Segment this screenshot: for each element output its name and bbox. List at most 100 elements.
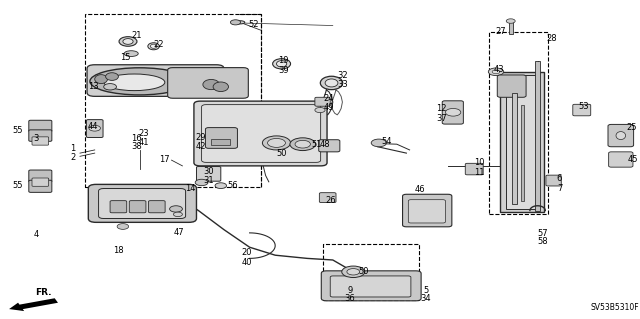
- Text: 48: 48: [320, 140, 331, 149]
- Text: 23: 23: [139, 130, 149, 138]
- FancyBboxPatch shape: [211, 139, 230, 145]
- FancyBboxPatch shape: [315, 97, 330, 106]
- FancyBboxPatch shape: [29, 120, 52, 132]
- Text: 39: 39: [278, 66, 289, 75]
- FancyBboxPatch shape: [129, 201, 146, 213]
- Circle shape: [315, 108, 325, 113]
- Text: 42: 42: [196, 142, 206, 151]
- FancyBboxPatch shape: [403, 194, 452, 227]
- FancyBboxPatch shape: [205, 128, 237, 148]
- Text: 5: 5: [423, 286, 428, 295]
- Text: 22: 22: [154, 40, 164, 49]
- FancyBboxPatch shape: [609, 152, 633, 167]
- Bar: [512, 93, 517, 204]
- FancyBboxPatch shape: [168, 68, 248, 98]
- Ellipse shape: [276, 61, 287, 67]
- FancyBboxPatch shape: [202, 105, 321, 162]
- Text: 41: 41: [139, 138, 149, 147]
- Text: 18: 18: [113, 246, 124, 255]
- FancyBboxPatch shape: [148, 201, 165, 213]
- Text: 11: 11: [474, 168, 484, 177]
- Text: 58: 58: [538, 237, 548, 246]
- Text: 28: 28: [546, 34, 557, 43]
- Text: 53: 53: [578, 102, 589, 111]
- Text: 13: 13: [88, 82, 99, 91]
- Ellipse shape: [203, 79, 220, 90]
- Text: 30: 30: [204, 167, 214, 176]
- Circle shape: [89, 125, 100, 131]
- Ellipse shape: [616, 132, 625, 140]
- FancyBboxPatch shape: [442, 101, 463, 124]
- Text: 2: 2: [70, 153, 76, 162]
- Text: 44: 44: [88, 122, 98, 130]
- FancyArrow shape: [9, 298, 58, 311]
- Ellipse shape: [321, 76, 343, 90]
- Text: 55: 55: [13, 126, 23, 135]
- Circle shape: [445, 108, 461, 116]
- Text: 37: 37: [436, 114, 447, 122]
- Circle shape: [195, 179, 208, 186]
- Text: 31: 31: [204, 176, 214, 185]
- Circle shape: [117, 224, 129, 229]
- Text: 47: 47: [174, 228, 184, 237]
- Bar: [509, 22, 513, 34]
- Text: 45: 45: [627, 155, 637, 164]
- Ellipse shape: [90, 68, 189, 95]
- Ellipse shape: [150, 44, 157, 48]
- FancyBboxPatch shape: [319, 193, 336, 203]
- Ellipse shape: [95, 75, 108, 84]
- FancyBboxPatch shape: [87, 65, 224, 96]
- Text: 20: 20: [242, 248, 252, 257]
- Ellipse shape: [123, 39, 133, 44]
- Text: 29: 29: [196, 133, 206, 142]
- FancyBboxPatch shape: [465, 163, 483, 175]
- FancyBboxPatch shape: [88, 184, 196, 222]
- Text: 14: 14: [186, 184, 196, 193]
- Text: 17: 17: [159, 155, 170, 164]
- Circle shape: [295, 140, 310, 148]
- FancyBboxPatch shape: [32, 178, 49, 186]
- Circle shape: [290, 138, 316, 151]
- Text: 19: 19: [278, 56, 289, 65]
- Text: 36: 36: [345, 294, 355, 303]
- Text: FR.: FR.: [35, 288, 52, 297]
- FancyBboxPatch shape: [319, 140, 340, 152]
- Text: 21: 21: [131, 31, 141, 40]
- FancyBboxPatch shape: [194, 101, 327, 166]
- Bar: [535, 61, 540, 211]
- Circle shape: [104, 84, 116, 90]
- FancyBboxPatch shape: [497, 75, 526, 97]
- FancyBboxPatch shape: [573, 104, 591, 116]
- FancyBboxPatch shape: [321, 271, 421, 301]
- Ellipse shape: [325, 79, 338, 87]
- Text: 51: 51: [312, 140, 322, 149]
- Text: 16: 16: [131, 134, 141, 143]
- FancyBboxPatch shape: [32, 137, 49, 145]
- Text: 46: 46: [415, 185, 426, 194]
- FancyBboxPatch shape: [29, 130, 52, 141]
- FancyBboxPatch shape: [546, 175, 561, 186]
- Bar: [85, 14, 261, 187]
- Circle shape: [371, 139, 387, 147]
- Circle shape: [215, 183, 227, 189]
- Text: 25: 25: [626, 123, 636, 132]
- Circle shape: [347, 269, 360, 275]
- FancyBboxPatch shape: [500, 72, 544, 212]
- Text: 12: 12: [436, 104, 447, 113]
- Text: 38: 38: [131, 142, 141, 151]
- Bar: [506, 75, 539, 209]
- Circle shape: [488, 68, 504, 76]
- Text: 9: 9: [348, 286, 353, 295]
- Ellipse shape: [124, 51, 138, 56]
- FancyBboxPatch shape: [29, 180, 52, 192]
- Circle shape: [342, 266, 365, 278]
- FancyBboxPatch shape: [29, 170, 52, 182]
- Text: 43: 43: [494, 65, 505, 74]
- Circle shape: [506, 19, 515, 23]
- Circle shape: [268, 138, 285, 147]
- Bar: [323, 244, 419, 300]
- Ellipse shape: [236, 21, 245, 24]
- Text: 49: 49: [323, 103, 333, 112]
- FancyBboxPatch shape: [196, 167, 221, 181]
- Text: 24: 24: [323, 94, 333, 103]
